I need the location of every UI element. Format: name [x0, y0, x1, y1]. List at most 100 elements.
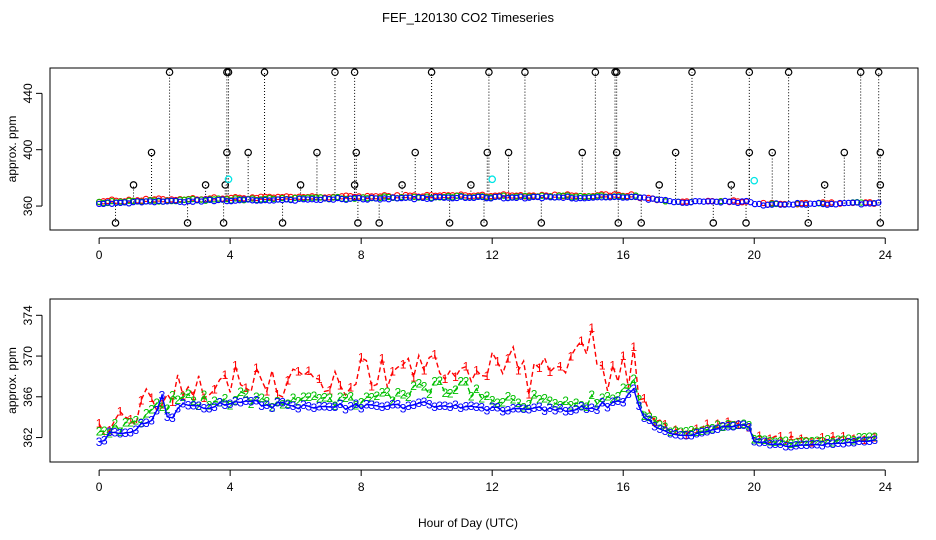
series-1-marker: 1 [630, 340, 637, 354]
top-point-s3 [721, 197, 729, 205]
top-point-s2 [381, 193, 388, 200]
y-tick-label: 360 [21, 196, 35, 216]
series-1-marker: 1 [515, 363, 522, 377]
top-point-s3 [645, 196, 652, 203]
series-3-marker: 3 [473, 400, 480, 414]
series-2-marker: 2 [646, 410, 653, 424]
top-point-s3 [445, 194, 452, 201]
series-1-marker: 1 [861, 433, 868, 447]
series-3-marker: 3 [814, 438, 821, 452]
series-3-marker: 3 [405, 399, 412, 413]
series-2-marker: 2 [279, 397, 286, 411]
series-2-marker: 2 [106, 427, 113, 441]
top-point-s3 [815, 199, 822, 207]
series-3-marker: 3 [159, 389, 166, 403]
series-2-marker: 2 [358, 396, 365, 410]
series-1-marker: 1 [829, 430, 836, 444]
series-3-marker: 3 [562, 404, 569, 418]
top-point-s3 [325, 195, 333, 203]
top-point-s3 [394, 195, 401, 202]
x-tick-label: 12 [486, 248, 500, 262]
series-1-marker: 1 [431, 348, 438, 362]
series-3-marker: 3 [604, 401, 611, 415]
series-1-marker: 1 [494, 355, 501, 369]
top-point-s3 [479, 193, 486, 201]
series-2-marker: 2 [447, 387, 454, 401]
series-2-marker: 2 [164, 402, 171, 416]
series-3-marker: 3 [117, 427, 124, 441]
high-spike-point [260, 68, 269, 77]
y-tick-label: 374 [21, 305, 35, 325]
top-point-s3 [483, 195, 490, 202]
high-spike-point [165, 68, 174, 77]
high-spike-point [874, 68, 883, 77]
mid-spike-point [411, 148, 420, 157]
x-tick-label: 20 [748, 480, 762, 494]
series-3-marker: 3 [683, 428, 690, 442]
top-point-s3 [164, 198, 171, 205]
series-2-marker: 2 [777, 434, 784, 448]
series-3-marker: 3 [96, 435, 103, 449]
series-2-marker: 2 [583, 400, 590, 414]
low-spike-point [354, 219, 362, 227]
series-2-marker: 2 [410, 379, 417, 393]
series-3-marker: 3 [578, 399, 585, 413]
top-point-s3 [568, 195, 575, 202]
small-spike-point [221, 181, 230, 189]
series-1-marker: 1 [704, 417, 711, 431]
series-2-marker: 2 [426, 387, 433, 401]
series-3-marker: 3 [709, 423, 716, 437]
series-2-marker: 2 [148, 402, 155, 416]
low-spike-point [742, 219, 750, 227]
top-point-s3 [283, 196, 290, 203]
series-1-marker: 1 [767, 432, 774, 446]
top-point-s3 [236, 197, 243, 204]
mid-spike-point [313, 148, 321, 157]
top-point-s3 [709, 198, 716, 205]
top-point-s3 [95, 200, 103, 208]
high-spike-point [485, 68, 493, 77]
series-2-marker: 2 [101, 424, 108, 438]
top-point-s3 [858, 201, 865, 208]
series-3-marker: 3 [342, 402, 349, 416]
series-3-marker: 3 [363, 397, 370, 411]
series-2-marker: 2 [153, 396, 160, 410]
low-spike-point [480, 219, 488, 227]
series-3-marker: 3 [651, 420, 658, 434]
series-2-marker: 2 [552, 396, 559, 410]
top-point-s3 [811, 200, 818, 208]
series-2-marker: 2 [232, 393, 239, 407]
top-point-s3 [738, 198, 746, 205]
series-1-marker: 1 [201, 391, 208, 405]
series-1-marker: 1 [379, 351, 386, 365]
series-2-marker: 2 [363, 390, 370, 404]
series-1-marker: 1 [243, 381, 250, 395]
series-3-marker: 3 [730, 420, 737, 434]
top-point-s3 [134, 198, 141, 205]
series-2-marker: 2 [159, 400, 166, 414]
series-3-marker: 3 [243, 394, 250, 408]
series-2-marker: 2 [305, 390, 312, 404]
series-1-marker: 1 [871, 430, 878, 444]
series-1-marker: 1 [662, 417, 669, 431]
top-point-s3 [300, 196, 307, 203]
series-3-marker: 3 [489, 400, 496, 414]
top-point-s3 [577, 194, 584, 202]
series-3-marker: 3 [316, 400, 323, 414]
top-point-s3 [202, 196, 209, 203]
high-spike-point [688, 68, 696, 77]
series-1-marker: 1 [358, 351, 365, 365]
series-3-marker: 3 [567, 404, 574, 418]
series-2-marker: 2 [819, 434, 826, 448]
series-2-marker: 2 [431, 375, 438, 389]
top-point-s3 [308, 196, 316, 203]
series-2-marker: 2 [463, 375, 470, 389]
series-3-marker: 3 [678, 428, 685, 442]
series-2-marker: 2 [494, 396, 501, 410]
series-3-marker: 3 [588, 401, 595, 415]
top-point-s3 [773, 200, 780, 207]
series-2-marker: 2 [693, 425, 700, 439]
series-1-marker: 1 [546, 365, 553, 379]
series-3-marker: 3 [290, 399, 297, 413]
series-1-marker: 1 [284, 373, 291, 387]
